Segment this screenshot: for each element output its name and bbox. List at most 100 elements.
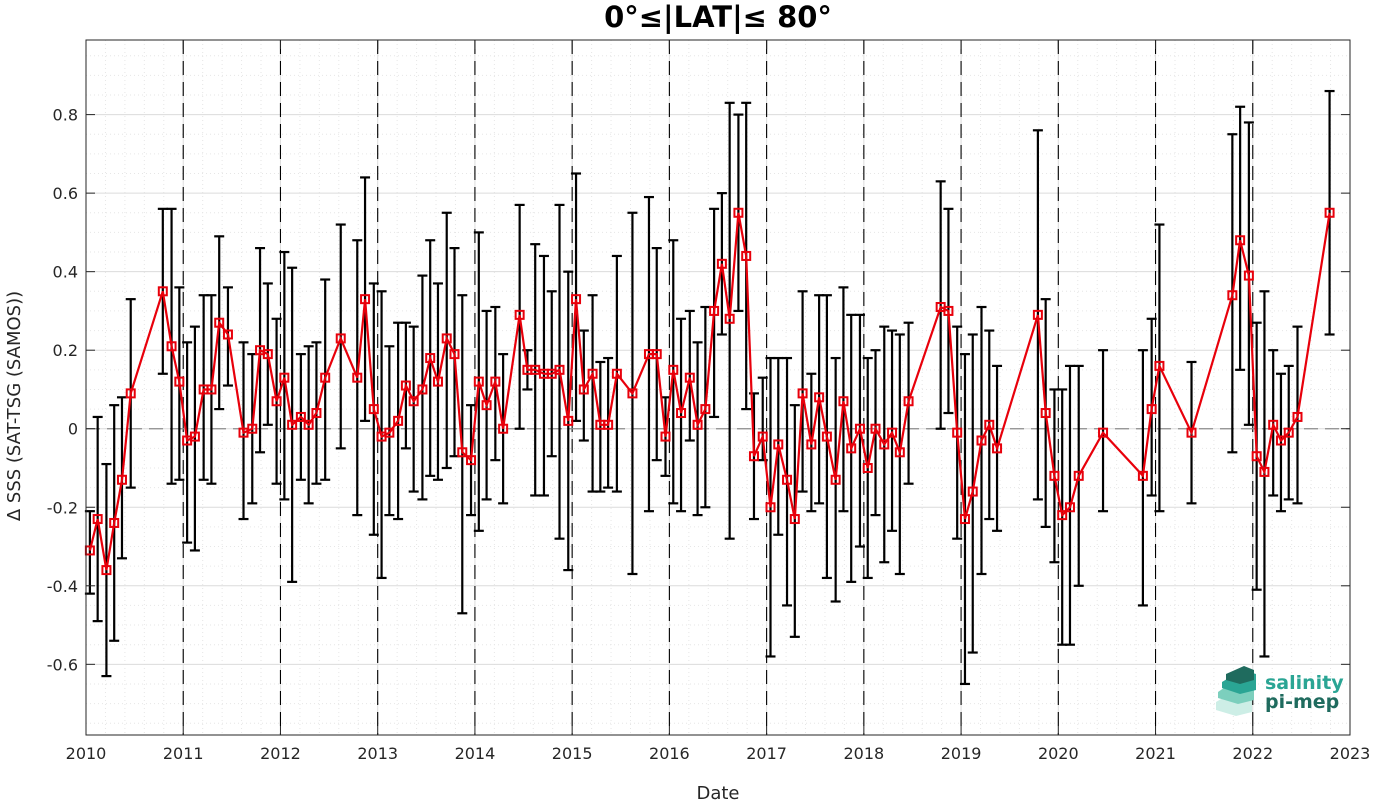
y-tick-labels: -0.6 -0.4 -0.2 0 0.2 0.4 0.6 0.8 — [47, 106, 78, 675]
data-point — [741, 250, 752, 261]
data-point — [287, 419, 298, 430]
data-point — [432, 376, 443, 387]
data-point — [408, 396, 419, 407]
data-point — [101, 565, 112, 576]
data-point — [773, 439, 784, 450]
data-point — [1154, 360, 1165, 371]
data-point — [959, 514, 970, 525]
data-point — [262, 349, 273, 360]
logo-text-line1: salinity — [1265, 672, 1344, 694]
y-tick-label: -0.2 — [47, 498, 78, 517]
data-point — [481, 400, 492, 411]
data-point — [311, 408, 322, 419]
data-point — [417, 384, 428, 395]
data-point — [92, 514, 103, 525]
data-point — [271, 396, 282, 407]
data-point — [887, 427, 898, 438]
data-point — [1292, 411, 1303, 422]
data-point — [684, 372, 695, 383]
logo-mark-icon — [1216, 666, 1256, 716]
data-point — [952, 427, 963, 438]
data-point — [189, 431, 200, 442]
data-point — [1324, 207, 1335, 218]
data-point — [806, 439, 817, 450]
data-point — [320, 372, 331, 383]
data-point — [709, 305, 720, 316]
x-tick-labels: 2010 2011 2012 2013 2014 2015 2016 2017 2018 2019… — [66, 744, 1371, 763]
axes-box — [85, 39, 1351, 736]
data-point — [1057, 510, 1068, 521]
data-point — [782, 474, 793, 485]
data-point — [814, 392, 825, 403]
data-point — [490, 376, 501, 387]
data-point — [125, 388, 136, 399]
x-tick-label: 2014 — [455, 744, 496, 763]
data-point — [1243, 270, 1254, 281]
x-tick-label: 2016 — [649, 744, 690, 763]
data-point — [1268, 419, 1279, 430]
data-point — [116, 474, 127, 485]
data-point — [1049, 470, 1060, 481]
y-tick-label: 0.6 — [53, 184, 78, 203]
logo-text-line2: pi-mep — [1265, 691, 1339, 713]
data-point — [303, 419, 314, 430]
data-point — [174, 376, 185, 387]
x-tick-label: 2019 — [941, 744, 982, 763]
data-point — [247, 423, 258, 434]
data-point — [797, 388, 808, 399]
data-point — [279, 372, 290, 383]
data-point — [967, 486, 978, 497]
y-axis-label: Δ SSS (SAT-TSG (SAMOS)) — [4, 291, 25, 521]
data-point — [903, 396, 914, 407]
data-point — [846, 443, 857, 454]
data-point — [109, 517, 120, 528]
data-point — [748, 451, 759, 462]
data-point — [498, 423, 509, 434]
data-point — [1064, 502, 1075, 513]
data-point — [992, 443, 1003, 454]
x-tick-label: 2013 — [357, 744, 398, 763]
data-point — [352, 372, 363, 383]
data-point — [1283, 427, 1294, 438]
data-point — [660, 431, 671, 442]
data-point — [214, 317, 225, 328]
data-point — [733, 207, 744, 218]
data-point — [1073, 470, 1084, 481]
data-point — [821, 431, 832, 442]
x-tick-label: 2015 — [552, 744, 593, 763]
data-point — [700, 404, 711, 415]
data-point — [578, 384, 589, 395]
data-point — [724, 313, 735, 324]
x-axis-label: Date — [696, 783, 739, 801]
data-point — [984, 419, 995, 430]
x-tick-label: 2011 — [163, 744, 204, 763]
data-point — [603, 419, 614, 430]
data-point — [393, 415, 404, 426]
x-tick-label: 2017 — [746, 744, 787, 763]
data-point — [1251, 451, 1262, 462]
chart-title: 0°≤|LAT|≤ 80° — [604, 0, 832, 34]
data-point — [1275, 435, 1286, 446]
data-point — [563, 415, 574, 426]
salinity-pi-mep-logo: salinity pi-mep — [1216, 666, 1344, 716]
data-point — [571, 294, 582, 305]
data-point — [668, 364, 679, 375]
x-tick-label: 2020 — [1038, 744, 1079, 763]
data-point — [1227, 290, 1238, 301]
data-point — [789, 514, 800, 525]
tick-marks — [85, 40, 1351, 735]
data-point — [206, 384, 217, 395]
data-point — [757, 431, 768, 442]
data-point — [692, 419, 703, 430]
data-point — [554, 364, 565, 375]
x-tick-label: 2018 — [843, 744, 884, 763]
data-point — [441, 333, 452, 344]
data-point — [222, 329, 233, 340]
data-point — [870, 423, 881, 434]
data-point — [894, 447, 905, 458]
x-tick-label: 2010 — [66, 744, 107, 763]
data-point — [1146, 404, 1157, 415]
data-point — [335, 333, 346, 344]
